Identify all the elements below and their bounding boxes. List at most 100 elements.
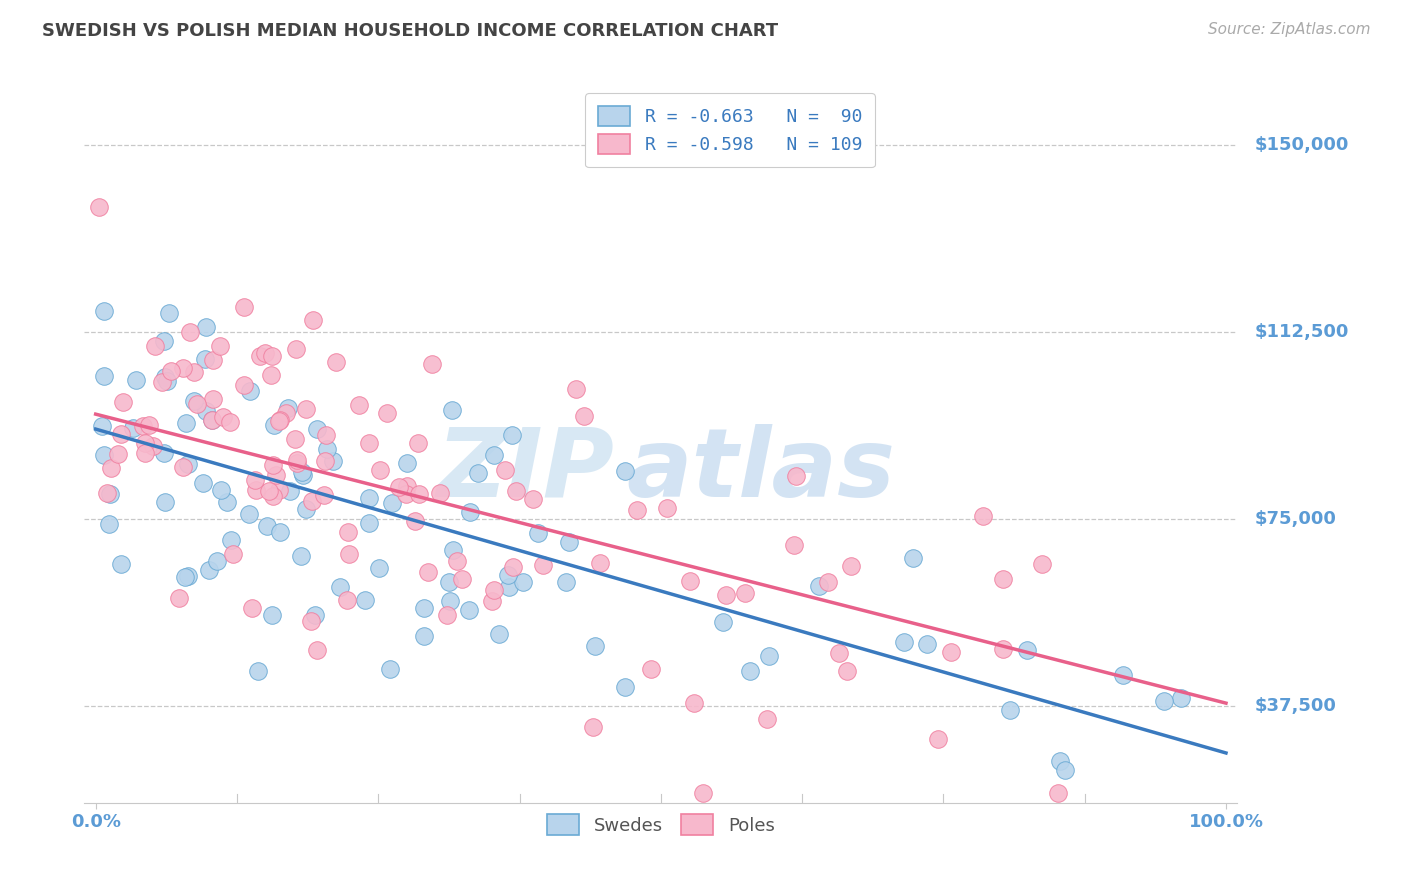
Text: $112,500: $112,500 [1254, 323, 1348, 341]
Point [1046, 786, 1069, 800]
Point [89, 200, 111, 214]
Point [467, 466, 489, 480]
Point [304, 608, 326, 623]
Point [991, 642, 1014, 657]
Point [153, 334, 176, 348]
Point [132, 418, 155, 433]
Point [481, 594, 503, 608]
Point [1054, 764, 1077, 778]
Point [301, 494, 323, 508]
Point [441, 402, 464, 417]
Point [522, 491, 544, 506]
Point [416, 565, 439, 579]
Point [1170, 690, 1192, 705]
Point [368, 561, 391, 575]
Point [505, 484, 527, 499]
Point [322, 453, 344, 467]
Y-axis label: Median Household Income: Median Household Income [0, 340, 7, 543]
Point [138, 417, 160, 432]
Point [295, 501, 318, 516]
Point [110, 557, 132, 571]
Point [111, 395, 134, 409]
Point [202, 353, 225, 368]
Point [828, 647, 851, 661]
Point [172, 360, 194, 375]
Point [200, 413, 222, 427]
Point [565, 382, 588, 396]
Point [496, 567, 519, 582]
Point [269, 524, 291, 539]
Point [150, 375, 173, 389]
Point [337, 547, 360, 561]
Point [413, 629, 436, 643]
Point [278, 484, 301, 499]
Point [679, 574, 702, 589]
Point [1112, 668, 1135, 682]
Point [247, 665, 270, 679]
Point [817, 574, 839, 589]
Point [482, 448, 505, 462]
Point [353, 593, 375, 607]
Point [295, 402, 318, 417]
Text: $75,000: $75,000 [1254, 509, 1337, 528]
Point [901, 550, 924, 565]
Point [501, 428, 523, 442]
Point [243, 473, 266, 487]
Point [1049, 754, 1071, 768]
Point [299, 615, 322, 629]
Point [254, 346, 277, 360]
Point [305, 422, 328, 436]
Point [202, 392, 225, 406]
Point [90, 419, 112, 434]
Point [172, 459, 194, 474]
Point [494, 463, 516, 477]
Point [177, 457, 200, 471]
Point [209, 483, 232, 497]
Point [134, 445, 156, 459]
Point [269, 413, 291, 427]
Point [588, 556, 610, 570]
Point [329, 580, 352, 594]
Point [336, 524, 359, 539]
Point [143, 338, 166, 352]
Point [1000, 702, 1022, 716]
Point [734, 586, 756, 600]
Point [100, 461, 122, 475]
Point [159, 363, 181, 377]
Point [785, 469, 807, 483]
Point [554, 574, 576, 589]
Point [420, 357, 443, 371]
Point [396, 456, 419, 470]
Point [347, 398, 370, 412]
Point [194, 351, 217, 366]
Point [107, 447, 129, 461]
Point [312, 488, 335, 502]
Point [269, 414, 291, 428]
Point [359, 436, 381, 450]
Point [218, 415, 240, 429]
Point [572, 409, 595, 423]
Point [1031, 557, 1053, 571]
Point [260, 349, 283, 363]
Point [1015, 643, 1038, 657]
Text: Source: ZipAtlas.com: Source: ZipAtlas.com [1208, 22, 1371, 37]
Point [264, 468, 287, 483]
Point [837, 665, 859, 679]
Point [259, 368, 281, 382]
Point [96, 485, 118, 500]
Point [558, 534, 581, 549]
Point [991, 572, 1014, 586]
Point [173, 570, 195, 584]
Point [740, 665, 762, 679]
Point [179, 325, 201, 339]
Point [783, 537, 806, 551]
Legend: Swedes, Poles: Swedes, Poles [534, 802, 787, 848]
Point [263, 489, 285, 503]
Point [222, 547, 245, 561]
Point [395, 487, 418, 501]
Point [533, 558, 555, 573]
Point [626, 503, 648, 517]
Point [359, 491, 381, 506]
Point [381, 496, 404, 510]
Point [314, 454, 336, 468]
